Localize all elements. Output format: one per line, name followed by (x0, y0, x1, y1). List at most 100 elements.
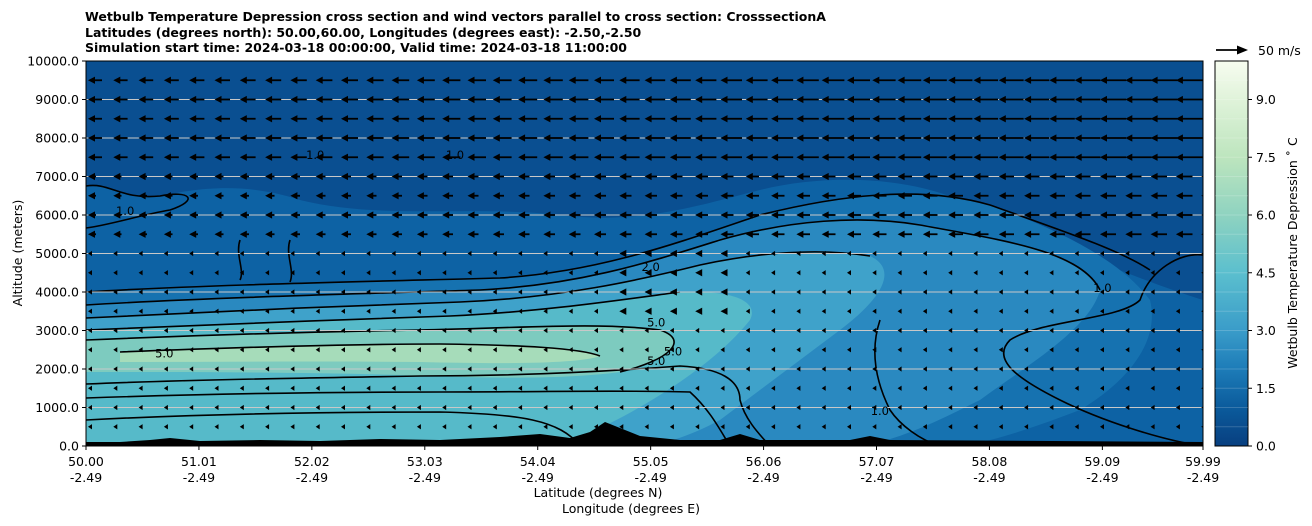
wind-vector-183 (163, 153, 179, 161)
wind-vector-461 (366, 270, 371, 276)
wind-vector-149 (442, 134, 461, 142)
wind-vector-368 (290, 230, 300, 238)
wind-vector-234 (315, 172, 326, 181)
wind-vector-57 (391, 95, 410, 104)
wind-vector-136 (113, 134, 128, 142)
wind-vector-572 (897, 308, 902, 314)
wind-vector-203 (669, 153, 691, 161)
wind-vector-633 (163, 347, 168, 353)
wind-vector-189 (315, 153, 333, 161)
wind-vector-434 (821, 250, 826, 257)
wind-vector-373 (416, 230, 428, 238)
wind-vector-370 (341, 230, 351, 238)
wind-vector-754 (948, 385, 953, 391)
wind-vector-634 (189, 347, 194, 353)
wind-vector-73 (796, 95, 819, 104)
wind-vector-769 (189, 404, 194, 411)
wind-vector-305 (973, 192, 989, 200)
wind-vector-575 (973, 308, 978, 314)
wind-vector-214 (948, 153, 973, 161)
wind-vector-782 (518, 404, 523, 411)
wind-vector-112 (644, 115, 666, 123)
wind-vector-849 (1074, 424, 1079, 430)
wind-vector-506 (366, 289, 371, 295)
wind-vector-70 (720, 95, 742, 104)
terrain (86, 422, 1203, 446)
wind-vector-95 (214, 115, 230, 123)
wind-vector-228 (163, 172, 173, 181)
wind-vector-839 (821, 424, 826, 430)
wind-vector-734 (442, 385, 447, 391)
wind-vector-817 (265, 424, 270, 430)
wind-vector-808 (1175, 404, 1180, 411)
wind-vector-711 (998, 366, 1003, 372)
wind-vector-119 (821, 115, 845, 123)
wind-vector-103 (416, 115, 435, 123)
wind-vector-170 (973, 134, 998, 142)
wind-vector-739 (568, 385, 573, 391)
wind-vector-186 (239, 153, 256, 161)
wind-vector-215 (973, 153, 998, 161)
wind-vector-582 (1150, 308, 1155, 314)
wind-vector-670 (1100, 347, 1104, 353)
wind-vector-501 (239, 289, 244, 295)
wind-vector-463 (416, 270, 421, 276)
wind-vector-616 (872, 327, 877, 334)
wind-vector-40 (1100, 76, 1126, 84)
wind-vector-560 (594, 308, 598, 314)
wind-vector-33 (922, 76, 947, 84)
wind-vector-721 (113, 385, 118, 391)
wind-vector-132 (1150, 115, 1178, 123)
wind-vector-525 (847, 289, 851, 295)
wind-vector-211 (872, 153, 896, 161)
contour-line-6 (86, 325, 675, 373)
wind-vector-541 (113, 308, 118, 314)
wind-vector-528 (922, 289, 927, 295)
wind-vector-282 (391, 192, 402, 200)
wind-vector-344 (821, 211, 836, 219)
wind-vector-513 (543, 289, 548, 295)
wind-vector-485 (973, 270, 978, 276)
wind-vector-369 (315, 230, 326, 238)
wind-vector-450 (88, 270, 92, 276)
y-tick-label-10: 10000.0 (27, 54, 79, 69)
wind-vector-432 (771, 250, 776, 257)
wind-vector-841 (872, 424, 877, 430)
wind-vector-162 (771, 134, 794, 142)
wind-vector-447 (1150, 250, 1155, 257)
wind-vector-807 (1150, 404, 1155, 411)
wind-vector-796 (872, 404, 877, 411)
wind-vector-774 (315, 404, 320, 411)
wind-vector-3 (163, 76, 179, 84)
x-tick-lon-10: -2.49 (1187, 470, 1219, 485)
contour-label-7: 1.0 (1093, 281, 1111, 295)
wind-vector-187 (265, 153, 282, 161)
wind-vector-677 (138, 366, 143, 372)
wind-vector-627 (1150, 327, 1155, 334)
wind-vector-489 (1074, 270, 1079, 276)
wind-vector-833 (669, 424, 674, 430)
wind-vector-191 (366, 153, 384, 161)
wind-vector-92 (138, 115, 154, 123)
wind-vector-650 (594, 347, 598, 353)
wind-vector-484 (948, 270, 953, 276)
wind-vector-158 (669, 134, 691, 142)
wind-vector-49 (189, 95, 205, 104)
wind-vector-257 (897, 172, 912, 181)
wind-vector-15 (467, 76, 486, 84)
wind-vector-837 (771, 424, 776, 430)
wind-vector-678 (163, 366, 168, 372)
y-tick-label-1: 1000.0 (35, 400, 79, 415)
wind-vector-24 (695, 76, 717, 84)
wind-vector-205 (720, 153, 742, 161)
wind-vector-209 (821, 153, 845, 161)
wind-vector-48 (163, 95, 179, 104)
wind-vector-37 (1024, 76, 1050, 84)
wind-vector-458 (290, 270, 295, 276)
wind-vector-53 (290, 95, 307, 104)
wind-vector-603 (543, 327, 548, 334)
wind-vector-206 (745, 153, 768, 161)
wind-vector-93 (163, 115, 179, 123)
wind-vector-746 (745, 385, 750, 391)
wind-vector-468 (543, 270, 548, 276)
